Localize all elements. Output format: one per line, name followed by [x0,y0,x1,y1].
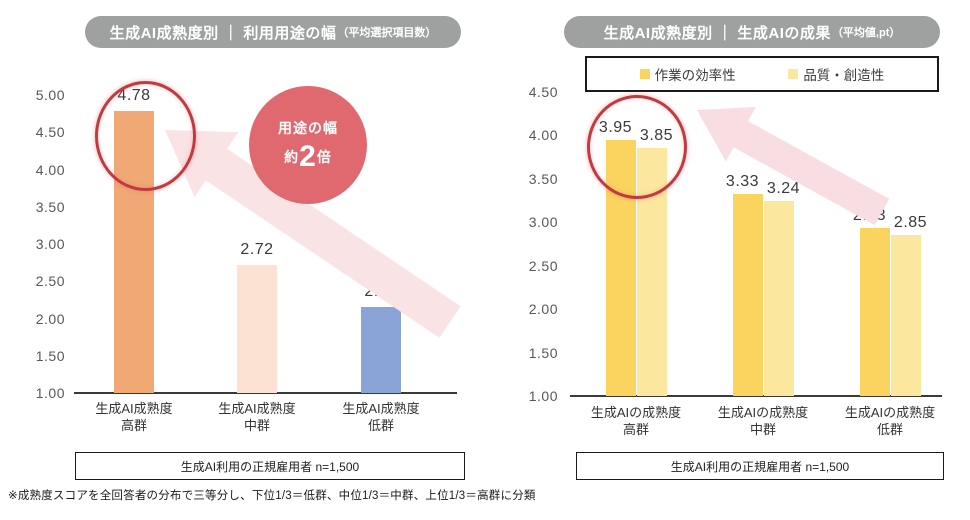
category-label-line: 生成AI成熟度 [95,401,173,416]
bar [890,235,921,396]
badge-line1: 用途の幅 [278,120,338,136]
bar [237,264,277,393]
category-label-line: 中群 [243,418,270,433]
legend-swatch-efficiency [639,69,650,79]
category-label: 生成AIの成熟度 低群 [823,404,957,438]
category-label-line: 生成AIの成熟度 [717,405,809,420]
y-tick-label: 1.50 [528,344,558,361]
category-label: 生成AI成熟度 中群 [191,400,323,434]
category-label-line: 高群 [622,422,649,437]
value-label: 3.33 [725,172,760,190]
y-tick-label: 3.00 [35,236,65,252]
right-chart-title: 生成AI成熟度別 ｜ 生成AIの成果 （平均値,pt） [564,16,940,48]
category-label-line: 生成AI成熟度 [342,401,420,416]
category-label: 生成AI成熟度 低群 [315,400,447,434]
category-label: 生成AI成熟度 高群 [68,400,200,434]
y-tick-label: 2.00 [528,301,558,318]
legend-item-quality: 品質・創造性 [788,64,884,84]
legend-label-efficiency: 作業の効率性 [654,68,736,83]
category-label-line: 高群 [120,418,147,433]
highlight-circle-left [95,81,196,191]
category-label-line: 生成AIの成熟度 [590,405,682,420]
bar [361,307,401,393]
right-chart-title-note: （平均値,pt） [831,27,901,39]
category-label-line: 低群 [876,422,903,437]
ratio-badge: 用途の幅 約2倍 [249,86,367,204]
y-tick-label: 2.50 [35,273,65,290]
badge-suffix: 倍 [316,149,332,165]
category-label-line: 中群 [749,422,776,437]
bar [763,201,794,396]
value-label: 2.85 [893,214,928,232]
highlight-circle-right [587,95,687,199]
y-tick-label: 4.00 [528,127,558,144]
y-tick-label: 1.00 [528,388,558,404]
legend-swatch-quality [788,69,799,79]
value-label: 2.93 [852,207,887,225]
y-tick-label: 1.50 [35,347,65,364]
legend-item-efficiency: 作業の効率性 [639,64,736,84]
y-tick-label: 4.00 [35,161,65,178]
bar [859,228,890,396]
badge-line2: 約2倍 [284,142,332,172]
value-label: 2.15 [364,283,398,301]
y-tick-label: 2.00 [35,310,65,327]
y-tick-label: 1.00 [35,385,65,401]
right-chart-title-text: 生成AI成熟度別 ｜ 生成AIの成果 [603,24,831,42]
right-sample-footer: 生成AI利用の正規雇用者 n=1,500 [576,452,944,480]
left-sample-footer: 生成AI利用の正規雇用者 n=1,500 [75,452,465,480]
category-label-line: 低群 [367,418,394,433]
category-label-line: 生成AI成熟度 [218,401,296,416]
y-tick-label: 3.50 [35,198,65,215]
y-tick-label: 2.50 [528,257,558,274]
methodology-note: ※成熟度スコアを全回答者の分布で三等分し、下位1/3＝低群、中位1/3＝中群、上… [8,490,536,502]
legend: 作業の効率性 品質・創造性 [585,56,939,92]
badge-big-number: 2 [299,140,317,173]
y-tick-label: 5.00 [35,87,65,103]
badge-prefix: 約 [284,149,300,165]
left-chart-title: 生成AI成熟度別 ｜ 利用用途の幅 （平均選択項目数） [85,16,461,48]
y-tick-label: 3.50 [528,170,558,187]
left-chart-title-note: （平均選択項目数） [337,27,437,39]
y-tick-label: 3.00 [528,214,558,231]
category-label: 生成AIの成熟度 中群 [696,404,830,438]
category-label: 生成AIの成熟度 高群 [569,404,703,438]
legend-label-quality: 品質・創造性 [803,68,885,83]
left-chart-title-text: 生成AI成熟度別 ｜ 利用用途の幅 [109,24,337,42]
x-axis-line [74,392,457,394]
y-tick-label: 4.50 [528,84,558,100]
value-label: 3.24 [766,180,801,198]
value-label: 2.72 [240,240,274,258]
x-axis-line [570,395,942,397]
y-tick-label: 4.50 [35,124,65,141]
category-label-line: 生成AIの成熟度 [844,405,936,420]
bar [732,193,763,396]
right-sample-footer-text: 生成AI利用の正規雇用者 n=1,500 [670,459,850,474]
left-sample-footer-text: 生成AI利用の正規雇用者 n=1,500 [180,459,360,474]
